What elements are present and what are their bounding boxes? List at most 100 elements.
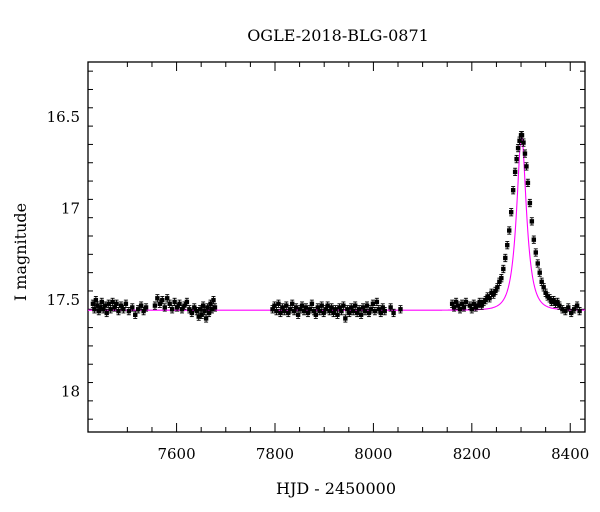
point-marker — [372, 308, 378, 314]
data-point — [343, 314, 348, 323]
point-marker — [141, 308, 146, 314]
point-marker — [174, 305, 180, 310]
point-marker — [202, 308, 207, 314]
data-point — [372, 306, 378, 316]
point-marker — [563, 308, 568, 314]
point-marker — [206, 310, 212, 316]
point-marker — [276, 301, 281, 306]
point-marker — [557, 303, 562, 308]
data-point — [525, 178, 531, 188]
point-marker — [172, 299, 177, 305]
data-point — [527, 198, 533, 208]
point-marker — [197, 307, 203, 312]
data-point — [104, 308, 109, 318]
point-marker — [362, 308, 368, 314]
point-marker — [522, 151, 528, 156]
point-marker — [133, 312, 138, 317]
point-marker — [463, 299, 469, 305]
point-marker — [510, 188, 516, 193]
point-marker — [358, 312, 364, 317]
point-marker — [313, 312, 319, 317]
point-marker — [451, 305, 457, 310]
point-marker — [569, 310, 574, 316]
point-marker — [507, 228, 512, 233]
point-marker — [290, 301, 295, 306]
point-marker — [539, 279, 544, 285]
data-point — [507, 226, 512, 235]
y-tick-label: 16.5 — [47, 108, 80, 126]
axis-ticks — [88, 62, 585, 432]
point-marker — [209, 307, 215, 312]
data-point — [143, 303, 149, 312]
data-point — [172, 297, 177, 307]
point-marker — [135, 307, 141, 312]
point-marker — [192, 305, 197, 310]
point-marker — [299, 303, 305, 308]
point-marker — [138, 303, 144, 308]
point-marker — [317, 308, 322, 314]
point-marker — [457, 307, 463, 312]
point-marker — [104, 310, 109, 316]
data-point — [524, 162, 529, 171]
point-marker — [90, 301, 96, 306]
data-point — [276, 299, 281, 308]
point-marker — [325, 303, 330, 308]
data-point — [463, 297, 469, 307]
point-marker — [515, 145, 521, 151]
point-marker — [309, 301, 315, 306]
point-marker — [114, 301, 119, 306]
point-marker — [333, 307, 338, 312]
x-tick-label: 8200 — [453, 445, 491, 463]
point-marker — [118, 303, 124, 308]
point-marker — [93, 297, 99, 303]
x-tick-label: 8000 — [354, 445, 392, 463]
point-marker — [343, 316, 348, 321]
point-marker — [398, 307, 403, 312]
data-point — [521, 138, 526, 147]
point-marker — [329, 305, 334, 310]
point-marker — [108, 307, 113, 312]
data-point — [508, 208, 514, 217]
data-point — [505, 241, 510, 250]
data-point — [192, 303, 197, 312]
point-marker — [571, 307, 577, 312]
point-marker — [560, 307, 565, 312]
point-marker — [274, 308, 279, 314]
point-marker — [288, 307, 293, 312]
point-marker — [169, 307, 175, 312]
plot-frame — [87, 61, 586, 433]
y-tick-label: 17 — [61, 200, 80, 218]
point-marker — [505, 242, 510, 248]
point-marker — [211, 297, 216, 303]
data-point — [130, 303, 135, 312]
point-marker — [514, 156, 519, 162]
point-marker — [179, 307, 185, 312]
data-point — [382, 306, 387, 316]
point-marker — [99, 299, 104, 305]
data-point — [529, 217, 535, 226]
point-marker — [495, 285, 500, 290]
point-marker — [499, 275, 504, 281]
data-point — [391, 308, 396, 318]
point-marker — [106, 301, 111, 306]
point-marker — [126, 308, 132, 314]
point-marker — [535, 261, 540, 266]
point-marker — [527, 200, 533, 206]
data-point — [499, 274, 504, 283]
point-marker — [319, 303, 324, 308]
point-marker — [335, 312, 340, 317]
data-point — [574, 301, 580, 310]
data-point — [341, 301, 346, 310]
point-marker — [577, 308, 582, 314]
point-marker — [368, 307, 374, 312]
point-marker — [199, 312, 204, 317]
point-marker — [95, 303, 100, 308]
point-marker — [203, 316, 209, 321]
data-point — [533, 248, 538, 257]
point-marker — [278, 310, 283, 316]
point-marker — [341, 303, 346, 308]
point-marker — [121, 307, 126, 312]
point-marker — [370, 301, 376, 306]
point-marker — [123, 301, 129, 306]
data-point — [212, 303, 218, 312]
